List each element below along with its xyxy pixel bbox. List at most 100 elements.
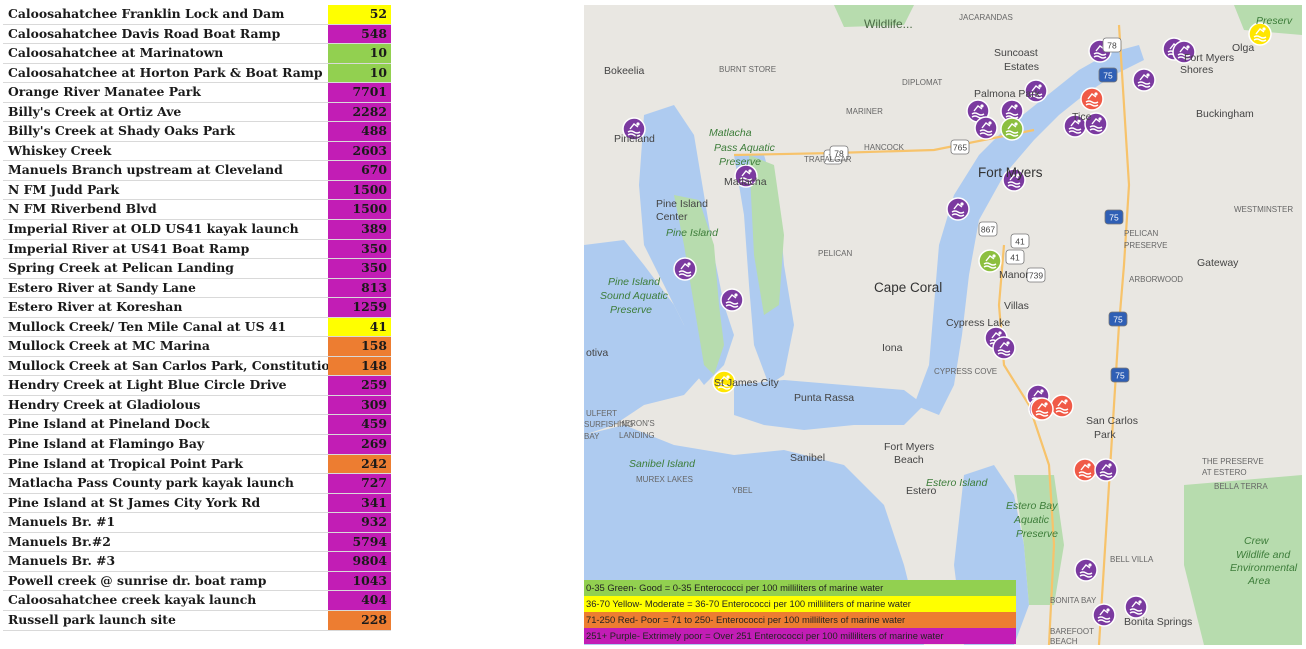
swimmer-icon[interactable] xyxy=(720,288,744,312)
site-name: Caloosahatchee Davis Road Boat Ramp xyxy=(8,25,281,41)
table-row: Caloosahatchee Franklin Lock and Dam 52 xyxy=(3,5,391,25)
highway-shield-number: 739 xyxy=(1029,271,1043,281)
highway-shield-number: 78 xyxy=(834,149,844,159)
site-value: 7701 xyxy=(328,83,391,102)
san-carlos-bay xyxy=(734,380,924,430)
table-row: Hendry Creek at Light Blue Circle Drive 2… xyxy=(3,376,391,396)
site-name: Mullock Creek at MC Marina xyxy=(8,338,210,354)
site-name: Caloosahatchee creek kayak launch xyxy=(8,592,257,608)
swimmer-icon[interactable] xyxy=(1073,458,1097,482)
swimmer-icon[interactable] xyxy=(1094,458,1118,482)
table-row: Mullock Creek at San Carlos Park, Consti… xyxy=(3,356,391,377)
site-name: Hendry Creek at Light Blue Circle Drive xyxy=(8,377,287,393)
table-row: Caloosahatchee Davis Road Boat Ramp 548 xyxy=(3,24,391,45)
site-value: 2282 xyxy=(328,102,391,122)
swimmer-icon[interactable] xyxy=(1000,117,1024,141)
site-value: 269 xyxy=(328,435,391,454)
table-row: Orange River Manatee Park 7701 xyxy=(3,83,391,103)
swimmer-icon[interactable] xyxy=(1024,79,1048,103)
swimmer-icon[interactable] xyxy=(712,370,736,394)
highway-shield-number: 41 xyxy=(1015,237,1025,247)
table-row: Mullock Creek/ Ten Mile Canal at US 41 41 xyxy=(3,317,391,338)
swimmer-icon[interactable] xyxy=(1080,87,1104,111)
table-row: Imperial River at OLD US41 kayak launch 3… xyxy=(3,220,391,240)
highway-shield-icon: 75 xyxy=(1108,311,1128,327)
swimmer-icon[interactable] xyxy=(1030,397,1054,421)
site-name: Manuels Br. #1 xyxy=(8,514,116,530)
swimmer-icon[interactable] xyxy=(1002,168,1026,192)
table-row: Pine Island at Tropical Point Park 242 xyxy=(3,454,391,475)
swimmer-icon[interactable] xyxy=(673,257,697,281)
highway-shield-icon: 75 xyxy=(1104,209,1124,225)
swimmer-icon[interactable] xyxy=(1063,114,1087,138)
site-name: Pine Island at Flamingo Bay xyxy=(8,436,205,452)
site-name: Mullock Creek/ Ten Mile Canal at US 41 xyxy=(8,318,287,334)
table-row: Caloosahatchee at Horton Park & Boat Ram… xyxy=(3,63,391,84)
site-name: Manuels Br. #3 xyxy=(8,553,116,569)
table-row: Matlacha Pass County park kayak launch 72… xyxy=(3,474,391,494)
site-value: 9804 xyxy=(328,552,391,571)
site-value: 548 xyxy=(328,24,391,44)
wildlife-preserve-top xyxy=(834,5,914,27)
table-row: Whiskey Creek 2603 xyxy=(3,141,391,162)
site-value: 309 xyxy=(328,395,391,415)
site-value: 813 xyxy=(328,278,391,298)
site-name: Mullock Creek at San Carlos Park, Consti… xyxy=(8,357,329,373)
site-name: Pine Island at St James City York Rd xyxy=(8,494,261,510)
table-row: Hendry Creek at Gladiolous 309 xyxy=(3,395,391,416)
table-row: Billy's Creek at Ortiz Ave 2282 xyxy=(3,102,391,123)
table-row: Manuels Br.#2 5794 xyxy=(3,532,391,553)
highway-shield-icon: 765 xyxy=(950,139,970,155)
site-value: 341 xyxy=(328,493,391,513)
table-row: Caloosahatchee at Marinatown 10 xyxy=(3,44,391,64)
site-value: 670 xyxy=(328,161,391,180)
site-name: Caloosahatchee at Marinatown xyxy=(8,45,224,61)
site-name: Caloosahatchee at Horton Park & Boat Ram… xyxy=(8,64,323,80)
highway-shield-number: 78 xyxy=(1107,41,1117,51)
site-name: Powell creek @ sunrise dr. boat ramp xyxy=(8,572,267,588)
table-row: Manuels Branch upstream at Cleveland 670 xyxy=(3,161,391,181)
swimmer-icon[interactable] xyxy=(1074,558,1098,582)
site-value: 10 xyxy=(328,44,391,63)
swimmer-icon[interactable] xyxy=(1248,22,1272,46)
site-value: 1500 xyxy=(328,180,391,200)
swimmer-icon[interactable] xyxy=(1172,40,1196,64)
highway-shield-icon: 75 xyxy=(1110,367,1130,383)
swimmer-icon[interactable] xyxy=(946,197,970,221)
matlacha-preserve xyxy=(749,155,784,315)
highway-shield-number: 41 xyxy=(1010,253,1020,263)
swimmer-icon[interactable] xyxy=(734,164,758,188)
swimmer-icon[interactable] xyxy=(1092,603,1116,627)
swimmer-icon[interactable] xyxy=(978,249,1002,273)
highway-shield-number: 75 xyxy=(1109,213,1119,223)
swimmer-icon[interactable] xyxy=(1000,99,1024,123)
site-name: Russell park launch site xyxy=(8,611,176,627)
site-name: Estero River at Koreshan xyxy=(8,299,183,315)
swimmer-icon[interactable] xyxy=(1050,394,1074,418)
site-value: 404 xyxy=(328,591,391,610)
swimmer-icon[interactable] xyxy=(992,336,1016,360)
highway-shield-icon: 75 xyxy=(1098,67,1118,83)
site-name: N FM Riverbend Blvd xyxy=(8,201,157,217)
water-quality-map[interactable]: 787578765417586741739757578 Wildlife...J… xyxy=(584,5,1302,645)
swimmer-icon[interactable] xyxy=(974,116,998,140)
table-row: Caloosahatchee creek kayak launch 404 xyxy=(3,591,391,611)
site-name: Imperial River at OLD US41 kayak launch xyxy=(8,221,299,237)
legend-item: 251+ Purple- Extrimely poor = Over 251 E… xyxy=(584,628,1016,644)
swimmer-icon[interactable] xyxy=(966,99,990,123)
site-name: Whiskey Creek xyxy=(8,142,112,158)
table-row: Estero River at Sandy Lane 813 xyxy=(3,278,391,299)
table-row: Imperial River at US41 Boat Ramp 350 xyxy=(3,239,391,260)
site-name: Caloosahatchee Franklin Lock and Dam xyxy=(8,6,285,21)
swimmer-icon[interactable] xyxy=(1124,595,1148,619)
highway-shield-icon: 41 xyxy=(1010,233,1030,249)
site-value: 158 xyxy=(328,337,391,356)
swimmer-icon[interactable] xyxy=(622,117,646,141)
site-value: 488 xyxy=(328,122,391,141)
highway-shield-number: 75 xyxy=(1103,71,1113,81)
site-name: Estero River at Sandy Lane xyxy=(8,279,196,295)
swimmer-icon[interactable] xyxy=(1132,68,1156,92)
swimmer-icon[interactable] xyxy=(1084,112,1108,136)
site-value: 242 xyxy=(328,454,391,474)
table-row: Manuels Br. #3 9804 xyxy=(3,552,391,572)
